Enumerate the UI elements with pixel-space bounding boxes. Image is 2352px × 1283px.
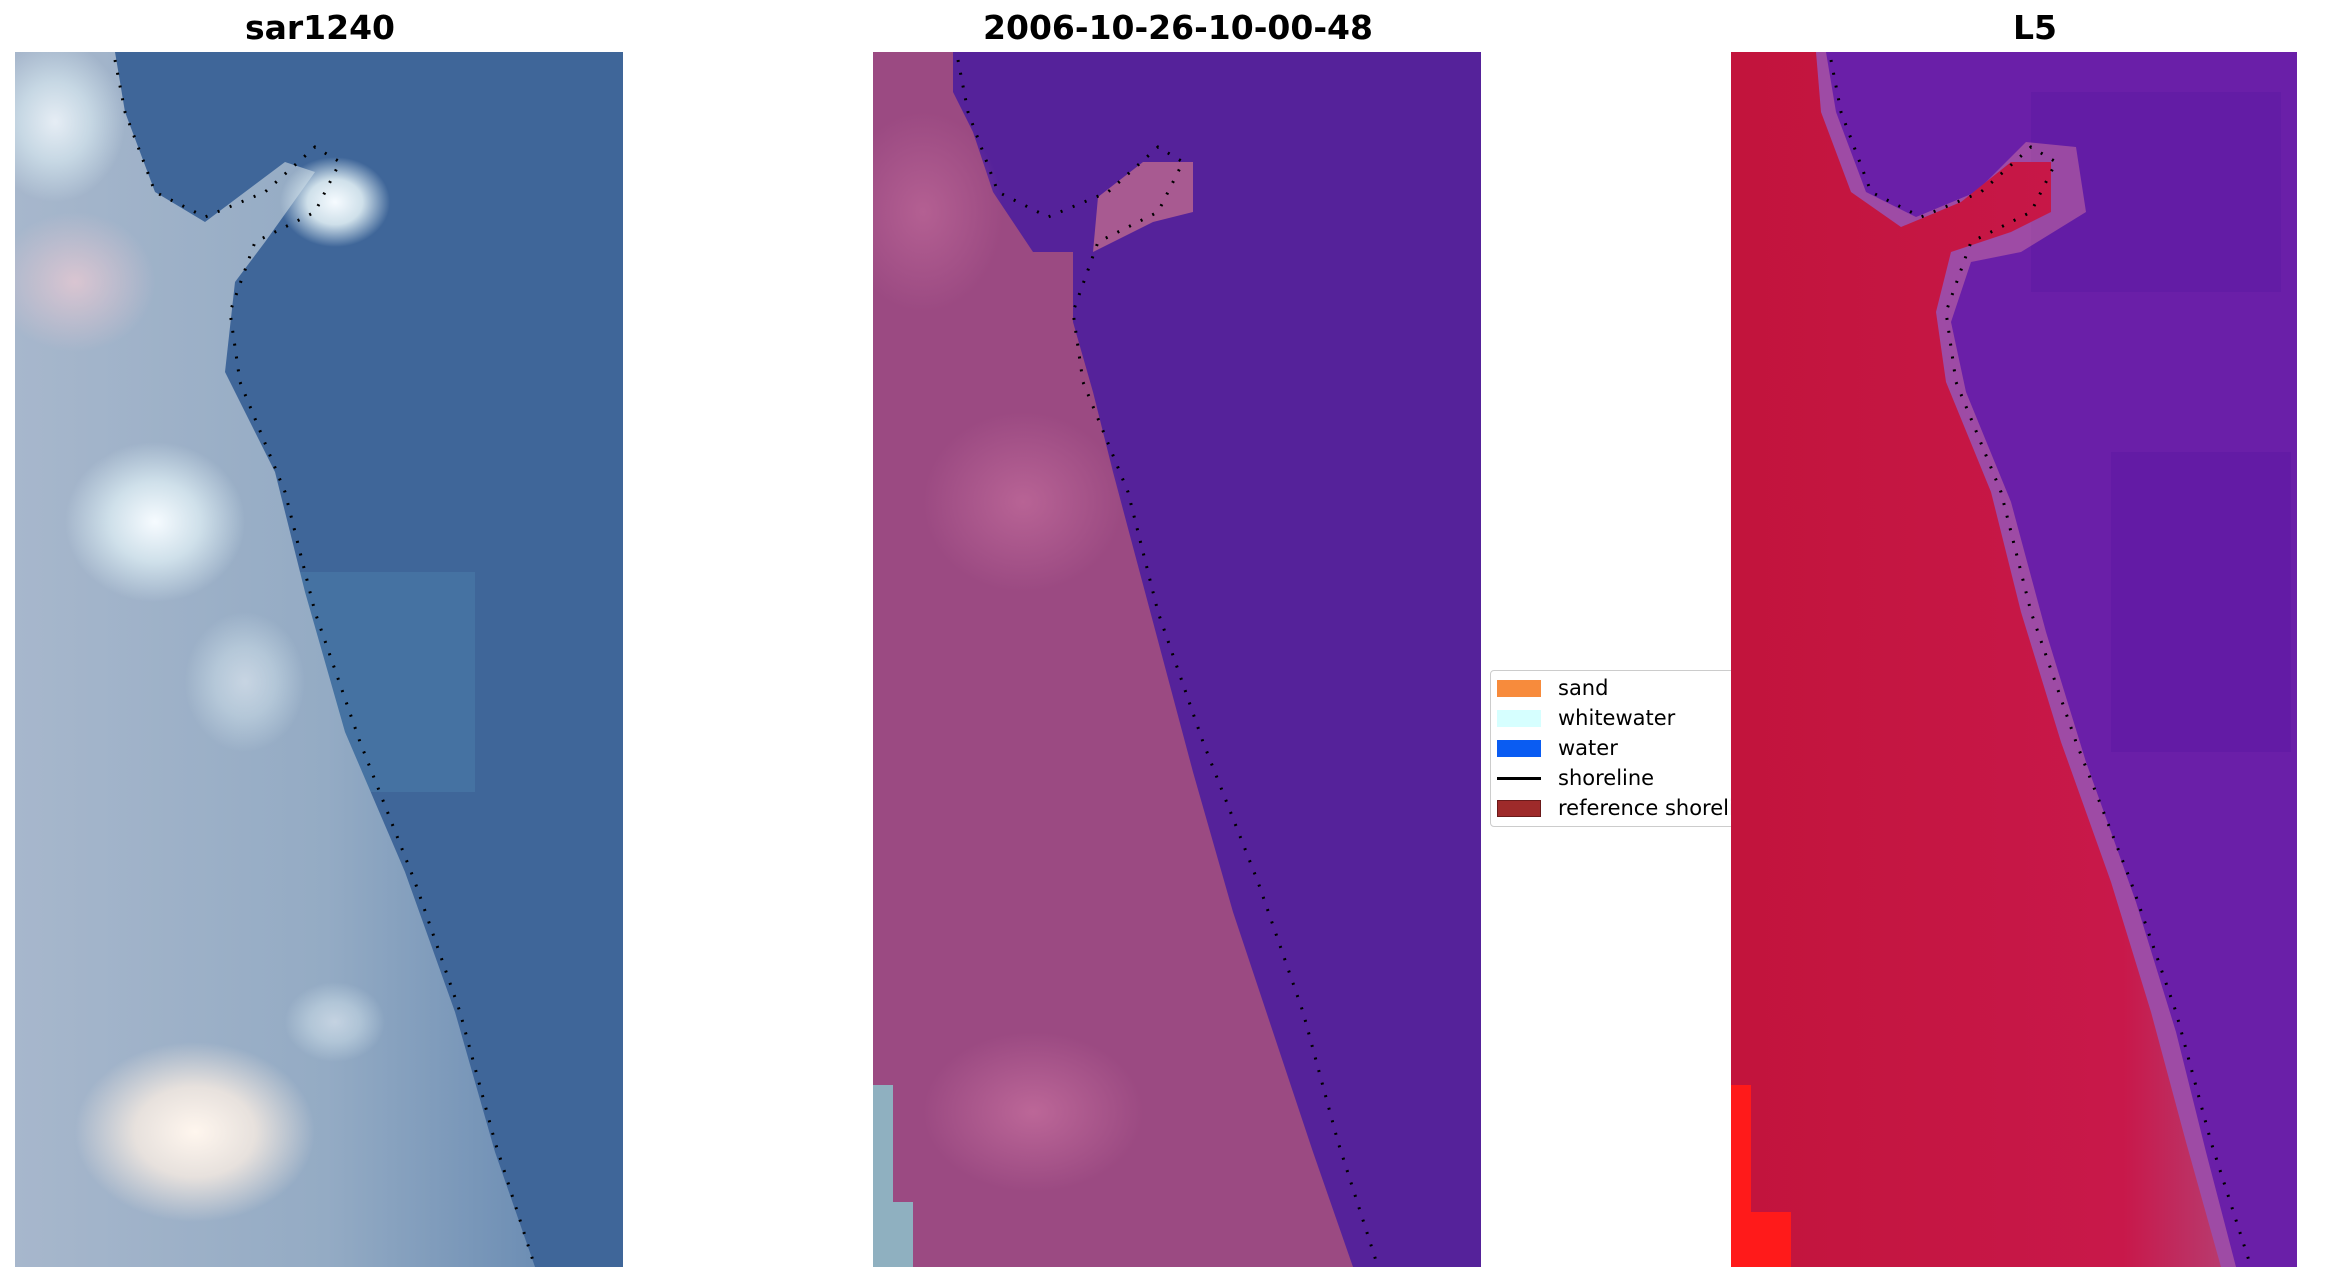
classified-sand: [873, 1085, 913, 1267]
legend-label-sand: sand: [1558, 676, 1609, 700]
index-high-value: [1731, 1085, 1791, 1267]
legend-item-sand: sand: [1497, 676, 1608, 700]
whitewater-swatch: [1497, 709, 1541, 727]
panel-title-index: L5: [2013, 8, 2057, 47]
reference-shoreline-swatch: [1497, 799, 1541, 817]
panel-title-classified: 2006-10-26-10-00-48: [983, 8, 1373, 47]
legend-label-whitewater: whitewater: [1558, 706, 1676, 730]
legend-item-shoreline: shoreline: [1497, 766, 1654, 790]
index-image: [1731, 52, 2297, 1267]
classified-image-panel: [873, 52, 1481, 1267]
legend-item-reference-shoreline: reference shoreline: [1497, 796, 1739, 820]
classified-image: [873, 52, 1481, 1267]
legend-label-shoreline: shoreline: [1558, 766, 1655, 790]
rgb-satellite-image: [15, 52, 623, 1267]
index-land: [1731, 52, 2221, 1267]
legend: sand whitewater water shoreline referenc…: [1490, 670, 1740, 827]
legend-label-reference-shoreline: reference shoreline: [1558, 796, 1739, 820]
rgb-image-panel: [15, 52, 623, 1267]
shoreline-line-swatch: [1497, 776, 1541, 780]
water-swatch: [1497, 739, 1541, 757]
legend-item-water: water: [1497, 736, 1618, 760]
sand-swatch: [1497, 679, 1541, 697]
index-image-panel: [1731, 52, 2297, 1267]
classified-land: [873, 52, 1353, 1267]
legend-item-whitewater: whitewater: [1497, 706, 1675, 730]
panel-title-rgb: sar1240: [244, 8, 396, 47]
legend-label-water: water: [1558, 736, 1618, 760]
